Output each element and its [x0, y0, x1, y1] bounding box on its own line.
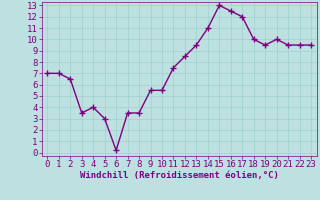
X-axis label: Windchill (Refroidissement éolien,°C): Windchill (Refroidissement éolien,°C) [80, 171, 279, 180]
